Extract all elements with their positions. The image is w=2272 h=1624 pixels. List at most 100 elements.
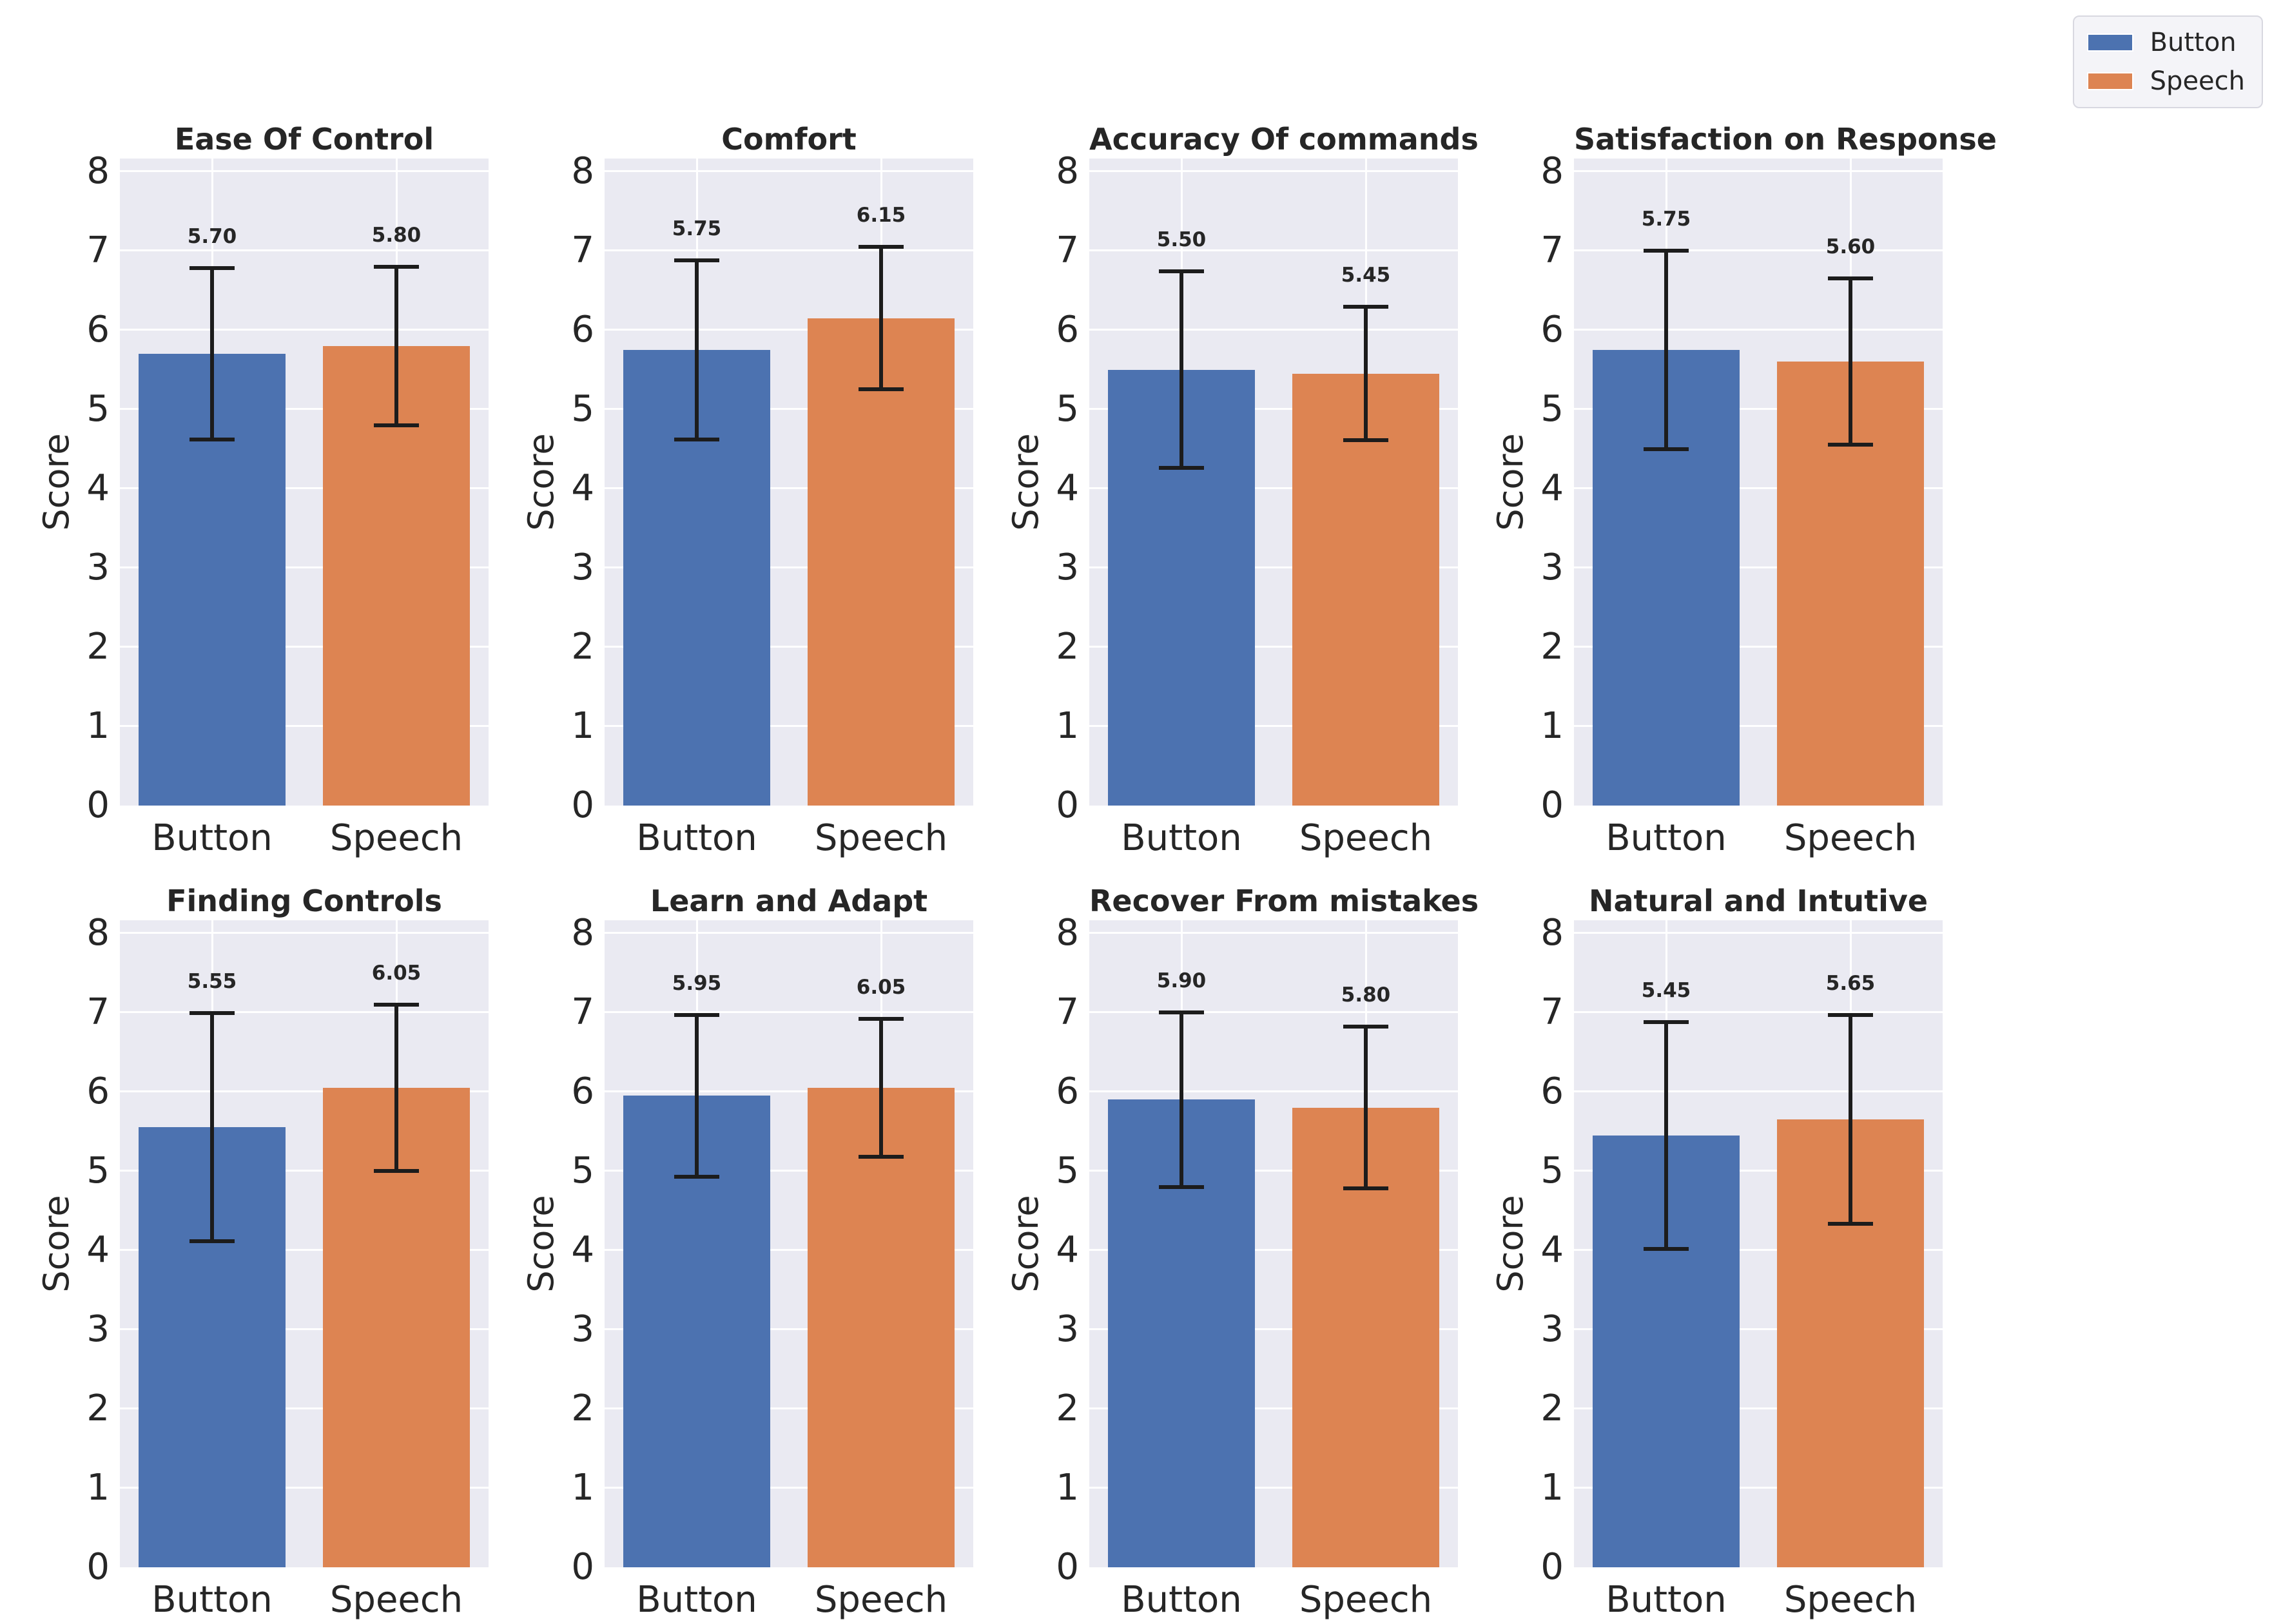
subplot-1: Comfort Score 0 1 2 3 4 5 6 7 8 5.75 6.15 Button Speec… bbox=[489, 120, 973, 862]
legend-swatch-button bbox=[2086, 34, 2133, 52]
plot-row: Score 0 1 2 3 4 5 6 7 8 5.95 6.05 bbox=[489, 915, 973, 1585]
error-bar-line bbox=[210, 1013, 214, 1242]
gridline-horizontal bbox=[1089, 932, 1458, 934]
y-tick-label: 1 bbox=[86, 1467, 110, 1509]
legend-item-speech: Speech bbox=[2086, 67, 2245, 95]
gridline-horizontal bbox=[1574, 1090, 1943, 1092]
y-tick-label: 3 bbox=[1540, 546, 1564, 588]
error-bar-line bbox=[695, 1014, 699, 1177]
error-bar-cap bbox=[1644, 1246, 1689, 1251]
gridline-horizontal bbox=[1574, 725, 1943, 727]
gridline-horizontal bbox=[120, 408, 489, 410]
error-bar-cap bbox=[374, 1169, 419, 1173]
error-bar-line bbox=[1364, 307, 1368, 440]
gridline-horizontal bbox=[120, 1249, 489, 1251]
y-tick-label: 3 bbox=[1540, 1308, 1564, 1350]
y-tick-label: 5 bbox=[1056, 388, 1079, 430]
gridline-horizontal bbox=[1089, 487, 1458, 489]
error-bar-cap bbox=[189, 1239, 235, 1244]
error-bar-line bbox=[394, 1004, 398, 1171]
y-tick-label: 2 bbox=[571, 1387, 594, 1429]
y-tick-label: 7 bbox=[86, 229, 110, 271]
x-ticks: Button Speech bbox=[605, 806, 973, 862]
error-bar-cap bbox=[374, 264, 419, 269]
error-bar-cap bbox=[859, 1154, 904, 1159]
y-axis-label-column: Score bbox=[4, 920, 77, 1567]
gridline-horizontal bbox=[1574, 170, 1943, 172]
y-tick-label: 2 bbox=[1056, 626, 1079, 668]
bar-value-label: 5.75 bbox=[1641, 208, 1691, 231]
y-axis-label-column: Score bbox=[489, 920, 561, 1567]
y-tick-label: 2 bbox=[1056, 1387, 1079, 1429]
bar-value-label: 5.80 bbox=[371, 223, 422, 247]
error-bar-cap bbox=[1828, 276, 1873, 281]
y-ticks: 0 1 2 3 4 5 6 7 8 bbox=[1495, 153, 1574, 824]
bar-value-label: 5.65 bbox=[1825, 971, 1876, 995]
error-bar-cap bbox=[1644, 1020, 1689, 1024]
gridline-horizontal bbox=[605, 487, 973, 489]
x-ticks: Button Speech bbox=[1574, 806, 1943, 862]
subplot-6: Recover From mistakes Score 0 1 2 3 4 5 6 7 8 5.90 5… bbox=[973, 882, 1479, 1624]
y-tick-label: 1 bbox=[1056, 1467, 1079, 1509]
gridline-horizontal bbox=[1574, 932, 1943, 934]
gridline-horizontal bbox=[1089, 646, 1458, 648]
gridline-horizontal bbox=[605, 408, 973, 410]
error-bar-line bbox=[879, 246, 883, 390]
bar-speech bbox=[808, 318, 955, 806]
error-bar-line bbox=[1849, 278, 1852, 445]
y-tick-label: 0 bbox=[571, 784, 594, 826]
x-tick-label-button: Button bbox=[636, 1579, 757, 1621]
charts-grid: Ease Of Control Score 0 1 2 3 4 5 6 7 8 5.70 5.80 But… bbox=[4, 0, 1997, 1624]
y-ticks: 0 1 2 3 4 5 6 7 8 bbox=[1495, 915, 1574, 1585]
y-tick-label: 6 bbox=[86, 1070, 110, 1112]
chart-title: Satisfaction on Response bbox=[1574, 122, 1997, 157]
gridline-horizontal bbox=[1574, 329, 1943, 331]
y-tick-label: 6 bbox=[1540, 309, 1564, 351]
y-tick-label: 7 bbox=[571, 229, 594, 271]
plot-area: 5.75 5.60 bbox=[1574, 159, 1943, 806]
error-bar-cap bbox=[1343, 305, 1388, 309]
chart-title: Ease Of Control bbox=[174, 122, 434, 157]
y-tick-label: 8 bbox=[1540, 912, 1564, 954]
bar-value-label: 5.70 bbox=[187, 225, 237, 249]
y-ticks: 0 1 2 3 4 5 6 7 8 bbox=[526, 153, 605, 824]
error-bar-cap bbox=[1343, 1186, 1388, 1191]
gridline-horizontal bbox=[120, 1090, 489, 1092]
y-tick-label: 8 bbox=[571, 150, 594, 192]
subplot-4: Finding Controls Score 0 1 2 3 4 5 6 7 8 5.55 6.05 Bu… bbox=[4, 882, 489, 1624]
gridline-horizontal bbox=[605, 329, 973, 331]
y-axis-label-column: Score bbox=[489, 159, 561, 806]
subplot-7: Natural and Intutive Score 0 1 2 3 4 5 6 7 8 5.45 5.… bbox=[1458, 882, 1943, 1624]
error-bar-line bbox=[1180, 1012, 1183, 1187]
y-tick-label: 1 bbox=[1540, 705, 1564, 747]
y-tick-label: 8 bbox=[86, 150, 110, 192]
y-tick-label: 7 bbox=[1056, 229, 1079, 271]
gridline-horizontal bbox=[1089, 1170, 1458, 1172]
y-tick-label: 8 bbox=[1540, 150, 1564, 192]
x-ticks: Button Speech bbox=[1574, 1567, 1943, 1624]
y-tick-label: 5 bbox=[571, 388, 594, 430]
x-tick-label-button: Button bbox=[151, 1579, 273, 1621]
y-tick-label: 3 bbox=[86, 546, 110, 588]
plot-area: 5.95 6.05 bbox=[605, 920, 973, 1567]
gridline-horizontal bbox=[1089, 1407, 1458, 1409]
plot-area: 5.50 5.45 bbox=[1089, 159, 1458, 806]
error-bar-cap bbox=[674, 258, 719, 262]
bar-value-label: 5.90 bbox=[1156, 969, 1207, 992]
y-tick-label: 8 bbox=[571, 912, 594, 954]
plot-area: 5.90 5.80 bbox=[1089, 920, 1458, 1567]
gridline-horizontal bbox=[605, 646, 973, 648]
y-tick-label: 4 bbox=[1056, 467, 1079, 509]
gridline-horizontal bbox=[1089, 249, 1458, 251]
bar-speech bbox=[808, 1087, 955, 1567]
gridline-horizontal bbox=[1574, 1487, 1943, 1489]
y-tick-label: 1 bbox=[1056, 705, 1079, 747]
x-ticks: Button Speech bbox=[1089, 806, 1458, 862]
gridline-horizontal bbox=[1089, 566, 1458, 568]
y-tick-label: 0 bbox=[1056, 1546, 1079, 1588]
plot-area: 5.75 6.15 bbox=[605, 159, 973, 806]
gridline-horizontal bbox=[605, 170, 973, 172]
y-tick-label: 2 bbox=[571, 626, 594, 668]
error-bar-cap bbox=[1343, 1025, 1388, 1029]
legend-swatch-speech bbox=[2086, 72, 2133, 90]
